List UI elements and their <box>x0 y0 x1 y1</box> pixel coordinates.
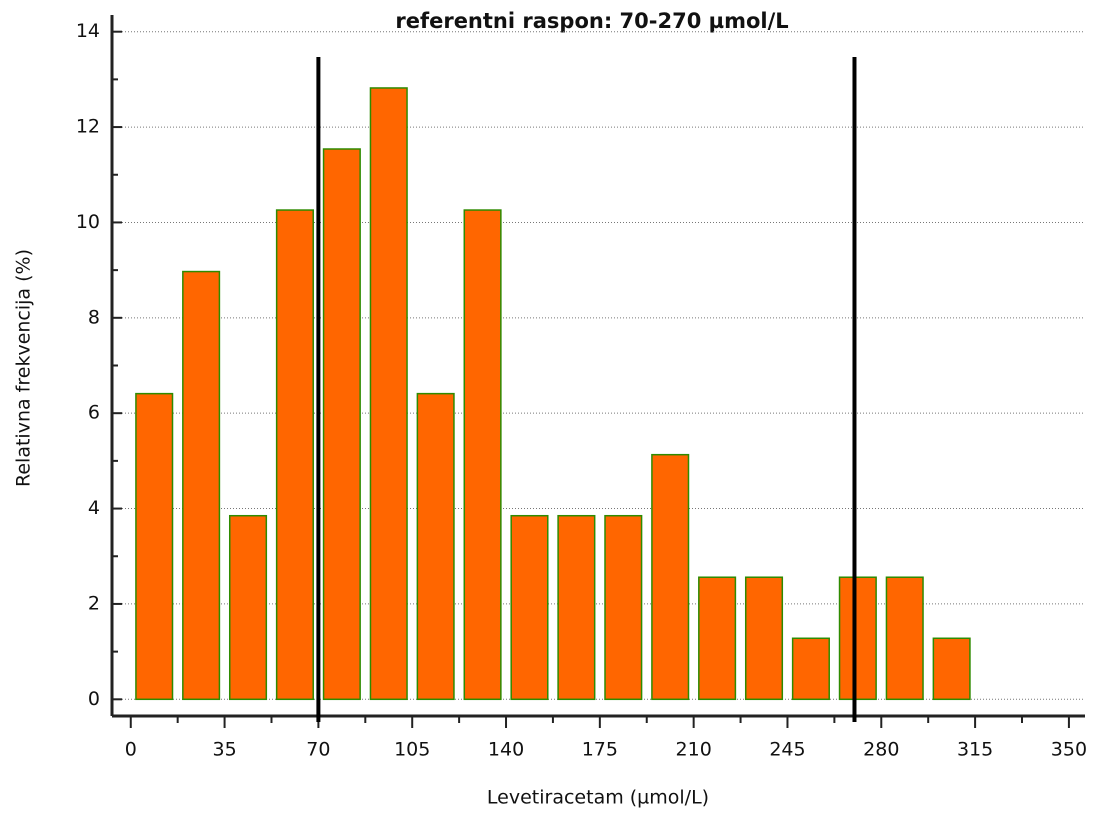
bar <box>932 637 971 701</box>
y-tick-label: 4 <box>88 497 100 519</box>
x-tick-label: 350 <box>1051 739 1087 761</box>
y-tick-label: 8 <box>88 306 100 328</box>
bar <box>416 392 455 701</box>
x-axis-label: Levetiracetam (µmol/L) <box>487 787 709 809</box>
x-tick-label: 70 <box>306 739 330 761</box>
bar <box>135 392 174 701</box>
bar <box>885 576 924 701</box>
y-tick-label: 6 <box>88 402 100 424</box>
x-tick-label: 35 <box>212 739 236 761</box>
x-tick-label: 210 <box>676 739 712 761</box>
y-tick-label: 12 <box>76 116 100 138</box>
bar <box>651 453 690 701</box>
x-tick-label: 0 <box>125 739 137 761</box>
y-tick-label: 2 <box>88 592 100 614</box>
y-axis-label: Relativna frekvencija (%) <box>13 249 35 487</box>
x-tick-label: 140 <box>488 739 524 761</box>
bar <box>463 209 502 701</box>
y-tick-label: 0 <box>88 688 100 710</box>
bar <box>838 576 877 701</box>
bar <box>744 576 784 701</box>
bar <box>557 514 596 701</box>
chart-title: referentni raspon: 70-270 µmol/L <box>395 9 788 33</box>
bar <box>182 270 221 701</box>
x-tick-label: 175 <box>582 739 618 761</box>
bar <box>510 514 549 701</box>
x-tick-label: 315 <box>957 739 993 761</box>
y-tick-label: 10 <box>76 211 100 233</box>
bar <box>604 514 643 701</box>
bar <box>275 209 314 701</box>
bar <box>322 148 361 701</box>
bar <box>791 637 830 701</box>
bar <box>369 87 408 701</box>
x-tick-label: 280 <box>863 739 899 761</box>
x-tick-label: 105 <box>394 739 430 761</box>
bar <box>698 576 737 701</box>
y-tick-label: 14 <box>76 20 100 42</box>
bar <box>228 514 268 701</box>
x-tick-label: 245 <box>769 739 805 761</box>
